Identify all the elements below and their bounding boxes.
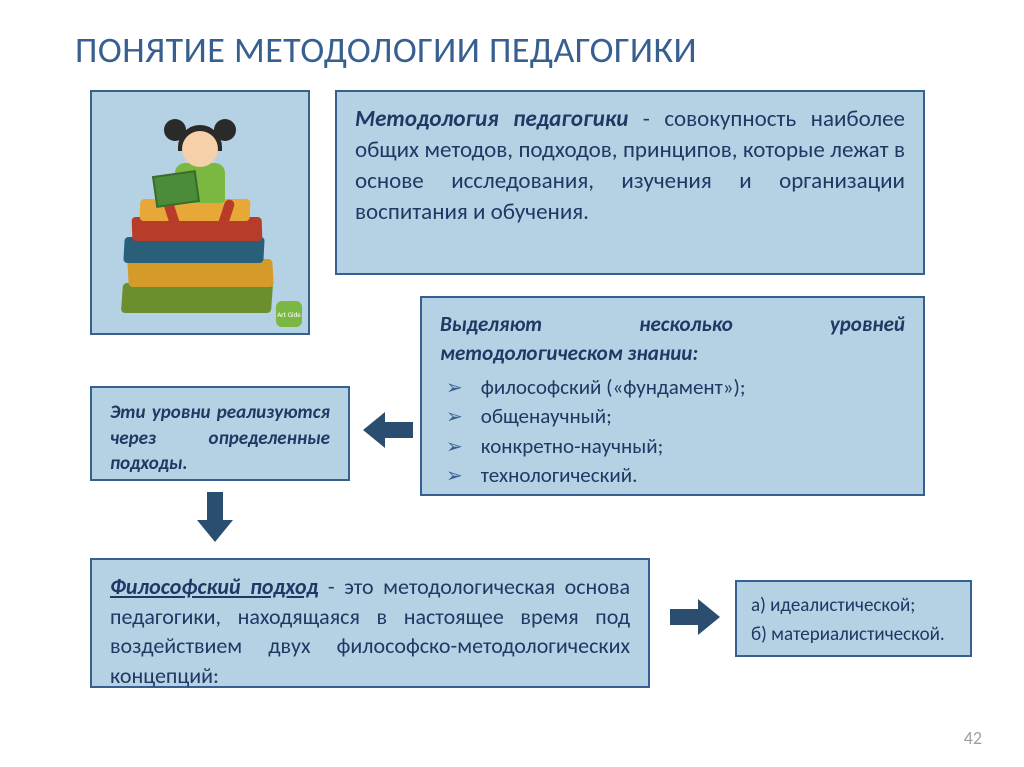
- philosophical-box: Философский подход - это методологическа…: [90, 558, 650, 688]
- levels-list: ➢философский («фундамент»); ➢общенаучный…: [440, 373, 905, 491]
- chevron-icon: ➢: [446, 374, 463, 402]
- arrow-down-icon: [195, 492, 235, 542]
- arrow-right-icon: [670, 597, 720, 637]
- list-item: ➢общенаучный;: [444, 402, 905, 431]
- list-item: ➢конкретно-научный;: [444, 432, 905, 461]
- list-item: ➢философский («фундамент»);: [444, 373, 905, 402]
- list-item: ➢технологический.: [444, 461, 905, 490]
- concept-a: а) идеалистической;: [751, 592, 956, 621]
- chevron-icon: ➢: [446, 403, 463, 431]
- slide-title: ПОНЯТИЕ МЕТОДОЛОГИИ ПЕДАГОГИКИ: [75, 28, 697, 72]
- arrow-left-icon: [363, 410, 413, 450]
- art-gide-badge: Art Gide: [276, 301, 302, 327]
- chevron-icon: ➢: [446, 462, 463, 490]
- levels-heading: Выделяют несколько уровней методологичес…: [440, 310, 905, 369]
- philosophical-term: Философский подход: [110, 573, 318, 600]
- page-number: 42: [964, 727, 982, 749]
- levels-intro-box: Эти уровни реализуются через определенны…: [90, 386, 350, 481]
- illustration-box: Art Gide: [90, 90, 310, 335]
- concepts-box: а) идеалистической; б) материалистическо…: [735, 580, 972, 657]
- concept-b: б) материалистической.: [751, 621, 956, 650]
- levels-list-box: Выделяют несколько уровней методологичес…: [420, 296, 925, 496]
- definition-box: Методология педагогики - совокупность на…: [335, 90, 925, 275]
- chevron-icon: ➢: [446, 433, 463, 461]
- girl-on-books-illustration: [110, 113, 290, 313]
- definition-dash: -: [628, 105, 664, 133]
- definition-term: Методология педагогики: [355, 105, 628, 133]
